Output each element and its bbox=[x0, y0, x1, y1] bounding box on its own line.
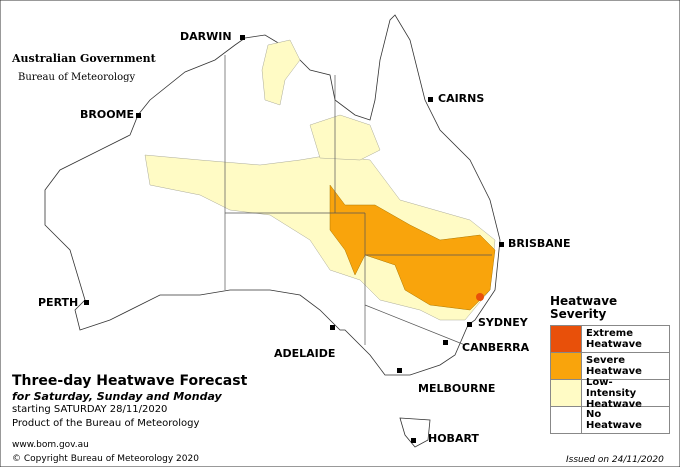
severe-area bbox=[329, 184, 496, 311]
city-marker bbox=[240, 35, 245, 40]
legend-label: Severe Heatwave bbox=[586, 355, 642, 377]
tasmania bbox=[399, 417, 431, 448]
legend-item: No Heatwave bbox=[550, 407, 670, 434]
legend-swatch bbox=[551, 353, 582, 379]
legend-label: No Heatwave bbox=[586, 409, 642, 431]
legend: Heatwave Severity Extreme Heatwave Severe… bbox=[550, 295, 670, 434]
state-borders bbox=[224, 55, 492, 346]
low-intensity-area bbox=[309, 114, 381, 161]
gov-name: Australian Government bbox=[12, 52, 156, 65]
legend-title: Heatwave Severity bbox=[550, 294, 618, 321]
city-marker bbox=[411, 438, 416, 443]
city-label: ADELAIDE bbox=[274, 347, 336, 360]
legend-items: Extreme Heatwave Severe Heatwave Low-Inten… bbox=[550, 325, 670, 434]
city-marker bbox=[443, 340, 448, 345]
legend-item: Severe Heatwave bbox=[550, 353, 670, 380]
city-marker bbox=[499, 242, 504, 247]
website: www.bom.gov.au bbox=[12, 440, 89, 450]
issued-date: Issued on 24/11/2020 bbox=[566, 455, 664, 465]
city-marker bbox=[467, 322, 472, 327]
agency-name: Bureau of Meteorology bbox=[18, 72, 136, 83]
legend-swatch bbox=[551, 326, 582, 352]
city-label: MELBOURNE bbox=[418, 382, 496, 395]
city-label: DARWIN bbox=[180, 30, 232, 43]
legend-swatch bbox=[551, 380, 582, 406]
product: Product of the Bureau of Meteorology bbox=[12, 418, 200, 429]
legend-label: Extreme Heatwave bbox=[586, 328, 642, 350]
title: Three-day Heatwave Forecast bbox=[12, 373, 248, 389]
legend-item: Extreme Heatwave bbox=[550, 326, 670, 353]
extreme-area bbox=[476, 293, 484, 301]
city-label: PERTH bbox=[38, 296, 79, 309]
city-label: HOBART bbox=[428, 432, 479, 445]
city-marker bbox=[84, 300, 89, 305]
legend-label: Low-Intensity Heatwave bbox=[586, 376, 642, 410]
city-label: CANBERRA bbox=[462, 341, 530, 354]
city-marker bbox=[330, 325, 335, 330]
city-marker bbox=[428, 97, 433, 102]
city-marker bbox=[397, 368, 402, 373]
subtitle: for Saturday, Sunday and Monday bbox=[12, 390, 222, 403]
copyright: © Copyright Bureau of Meteorology 2020 bbox=[12, 454, 199, 464]
legend-swatch bbox=[551, 407, 582, 433]
city-label: BRISBANE bbox=[508, 237, 571, 250]
legend-item: Low-Intensity Heatwave bbox=[550, 376, 670, 410]
city-label: BROOME bbox=[80, 108, 135, 121]
city-marker bbox=[136, 113, 141, 118]
city-label: SYDNEY bbox=[478, 316, 528, 329]
start-date: starting SATURDAY 28/11/2020 bbox=[12, 404, 168, 415]
city-label: CAIRNS bbox=[438, 92, 485, 105]
low-intensity-area bbox=[261, 39, 301, 106]
